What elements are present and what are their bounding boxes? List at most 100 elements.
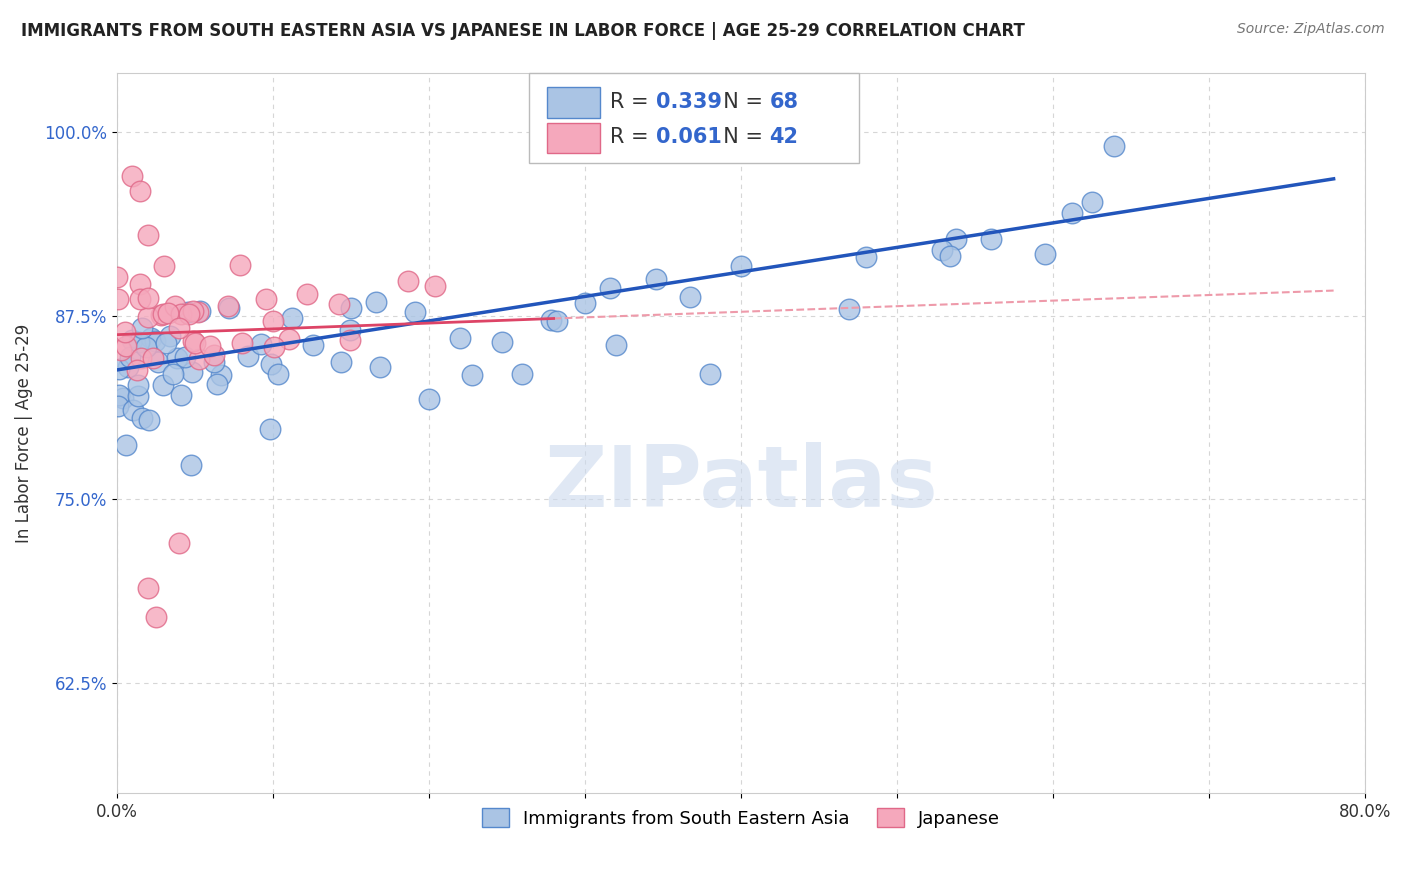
Point	[366, 295, 388, 310]
Point	[136, 310, 159, 324]
Point	[205, 376, 228, 391]
Point	[184, 335, 207, 350]
Point	[174, 350, 197, 364]
Point	[340, 301, 363, 316]
Point	[644, 272, 666, 286]
Point	[267, 367, 290, 381]
FancyBboxPatch shape	[529, 73, 859, 163]
Point	[120, 350, 142, 364]
Y-axis label: In Labor Force | Age 25-29: In Labor Force | Age 25-29	[15, 324, 32, 543]
Point	[396, 274, 419, 288]
Text: 42: 42	[769, 127, 799, 147]
Point	[330, 355, 353, 369]
Point	[980, 232, 1002, 246]
Point	[107, 270, 129, 285]
Point	[166, 351, 188, 366]
Point	[461, 368, 484, 383]
Point	[138, 413, 160, 427]
Point	[127, 389, 149, 403]
Text: N =: N =	[710, 127, 769, 147]
Point	[122, 402, 145, 417]
Point	[449, 330, 471, 344]
Point	[339, 334, 361, 348]
Point	[117, 360, 139, 375]
Point	[931, 244, 953, 258]
Point	[277, 332, 299, 346]
Point	[187, 305, 209, 319]
Point	[108, 388, 131, 402]
Point	[181, 334, 204, 348]
Point	[177, 307, 200, 321]
Point	[188, 352, 211, 367]
Point	[512, 368, 534, 382]
Point	[115, 339, 138, 353]
Point	[141, 331, 163, 345]
Point	[231, 336, 253, 351]
Point	[302, 338, 325, 352]
Point	[115, 438, 138, 452]
Point	[181, 303, 204, 318]
Point	[217, 299, 239, 313]
Point	[129, 277, 152, 291]
Point	[136, 291, 159, 305]
Point	[418, 392, 440, 407]
Point	[404, 305, 426, 319]
Point	[574, 296, 596, 310]
Point	[262, 314, 284, 328]
Point	[281, 311, 304, 326]
Point	[131, 411, 153, 425]
FancyBboxPatch shape	[547, 87, 600, 118]
Point	[108, 362, 131, 376]
Point	[159, 328, 181, 343]
Point	[1062, 206, 1084, 220]
Point	[170, 307, 193, 321]
Point	[107, 400, 129, 414]
Point	[679, 290, 702, 304]
Point	[1104, 139, 1126, 153]
Point	[297, 287, 319, 301]
Point	[148, 355, 170, 369]
Point	[328, 297, 350, 311]
Point	[238, 349, 260, 363]
Point	[121, 334, 143, 348]
Point	[152, 378, 174, 392]
Point	[838, 302, 860, 317]
Text: 0.339: 0.339	[657, 92, 721, 112]
Point	[111, 391, 134, 405]
Point	[121, 169, 143, 183]
Point	[209, 368, 232, 382]
Point	[368, 359, 391, 374]
Point	[218, 301, 240, 316]
Text: N =: N =	[710, 92, 769, 112]
Point	[202, 348, 225, 362]
Point	[260, 357, 283, 371]
Point	[129, 351, 152, 366]
Point	[730, 260, 752, 274]
Point	[152, 307, 174, 321]
Point	[155, 336, 177, 351]
Point	[200, 339, 222, 353]
Text: R =: R =	[610, 127, 655, 147]
Legend: Immigrants from South Eastern Asia, Japanese: Immigrants from South Eastern Asia, Japa…	[474, 801, 1007, 835]
Point	[129, 184, 152, 198]
Point	[204, 355, 226, 369]
Point	[540, 313, 562, 327]
Point	[142, 351, 165, 366]
Point	[163, 299, 186, 313]
Point	[149, 308, 172, 322]
Point	[250, 337, 273, 351]
Text: Source: ZipAtlas.com: Source: ZipAtlas.com	[1237, 22, 1385, 37]
Point	[135, 340, 157, 354]
Point	[129, 292, 152, 306]
Point	[699, 368, 721, 382]
Point	[939, 249, 962, 263]
Point	[125, 362, 148, 376]
Point	[423, 278, 446, 293]
Point	[114, 325, 136, 339]
Text: IMMIGRANTS FROM SOUTH EASTERN ASIA VS JAPANESE IN LABOR FORCE | AGE 25-29 CORREL: IMMIGRANTS FROM SOUTH EASTERN ASIA VS JA…	[21, 22, 1025, 40]
Point	[180, 458, 202, 473]
Point	[110, 343, 132, 357]
Point	[162, 367, 184, 381]
Point	[152, 259, 174, 273]
Point	[190, 304, 212, 318]
